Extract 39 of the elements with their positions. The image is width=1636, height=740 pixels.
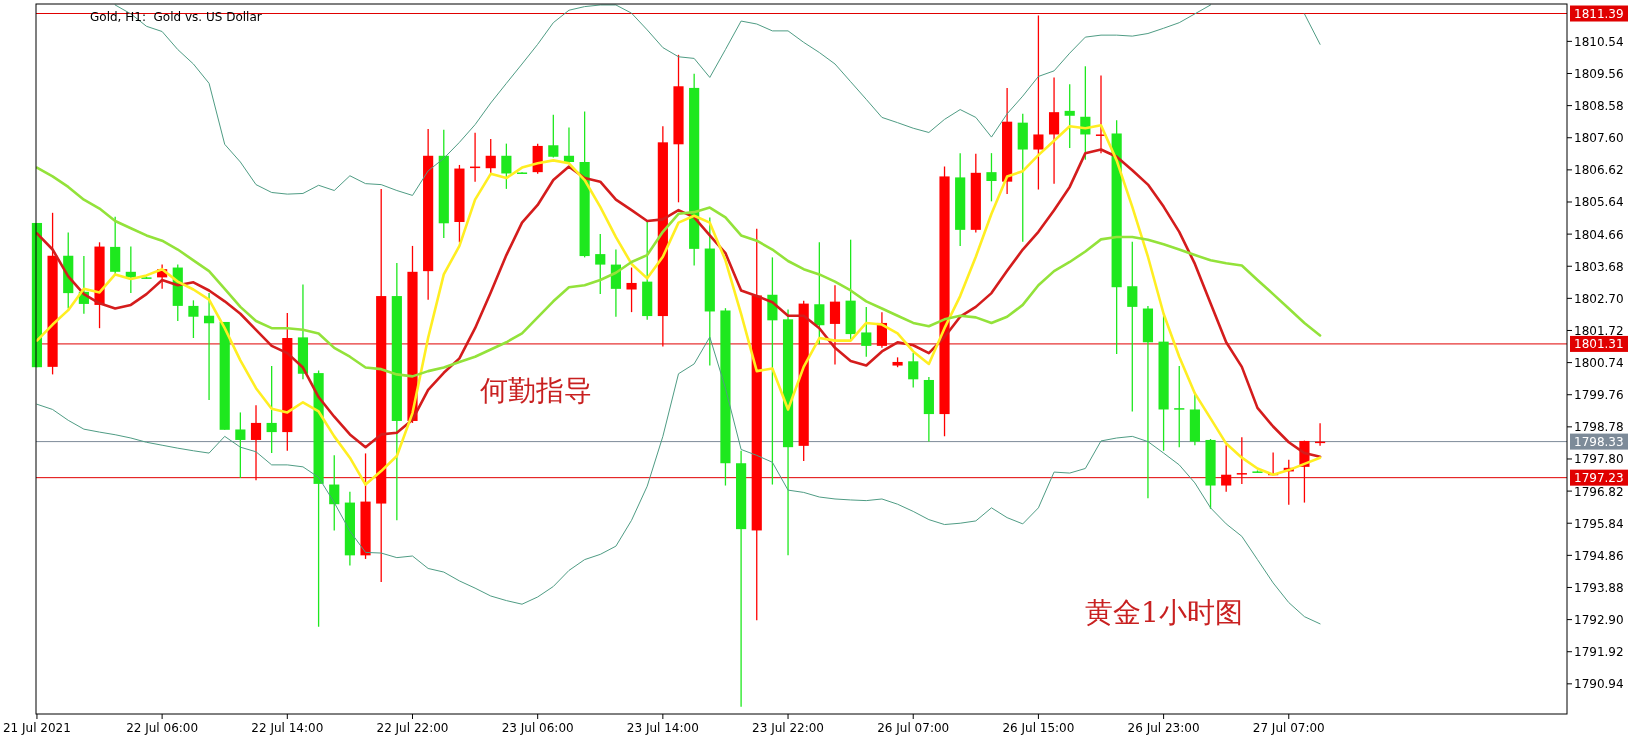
y-tick-label: 1791.92 <box>1574 645 1624 660</box>
x-tick-label: 23 Jul 22:00 <box>752 721 825 735</box>
y-tick-label: 1803.68 <box>1574 259 1624 274</box>
x-tick-label: 27 Jul 07:00 <box>1252 721 1325 735</box>
y-tick-label: 1793.88 <box>1574 580 1624 595</box>
x-tick-label: 23 Jul 14:00 <box>626 721 699 735</box>
y-tick-label: 1798.78 <box>1574 420 1624 435</box>
y-tick-label: 1809.56 <box>1574 66 1624 81</box>
y-tick-label: 1795.84 <box>1574 516 1624 531</box>
ref-line-label: 1797.23 <box>1574 471 1624 486</box>
y-tick-label: 1806.62 <box>1574 163 1624 178</box>
y-tick-label: 1799.76 <box>1574 388 1624 403</box>
x-tick-label: 23 Jul 06:00 <box>501 721 574 735</box>
y-tick-label: 1790.94 <box>1574 677 1624 692</box>
y-tick-label: 1797.80 <box>1574 452 1624 467</box>
y-tick-label: 1800.74 <box>1574 356 1624 371</box>
annotation: 黄金1小时图 <box>1085 596 1243 629</box>
y-tick-label: 1808.58 <box>1574 99 1624 114</box>
y-tick-label: 1810.54 <box>1574 34 1624 49</box>
ref-line-label: 1801.31 <box>1574 337 1624 352</box>
x-tick-label: 22 Jul 06:00 <box>126 721 199 735</box>
y-tick-label: 1792.90 <box>1574 613 1624 628</box>
ref-line-label: 1798.33 <box>1574 435 1624 450</box>
y-tick-label: 1804.66 <box>1574 227 1624 242</box>
x-tick-label: 26 Jul 23:00 <box>1127 721 1200 735</box>
x-tick-label: 26 Jul 15:00 <box>1002 721 1075 735</box>
annotation: 何勤指导 <box>480 374 592 407</box>
y-tick-label: 1801.72 <box>1574 323 1624 338</box>
ref-line-label: 1811.39 <box>1574 7 1624 22</box>
y-tick-label: 1796.82 <box>1574 484 1624 499</box>
y-tick-label: 1794.86 <box>1574 548 1624 563</box>
x-tick-label: 21 Jul 2021 <box>2 721 71 735</box>
x-tick-label: 22 Jul 22:00 <box>376 721 449 735</box>
text: Gold, H1: Gold vs. US Dollar <box>90 10 262 24</box>
x-tick-label: 26 Jul 07:00 <box>877 721 950 735</box>
y-tick-label: 1802.70 <box>1574 291 1624 306</box>
x-tick-label: 22 Jul 14:00 <box>251 721 324 735</box>
y-tick-label: 1805.64 <box>1574 195 1624 210</box>
y-tick-label: 1807.60 <box>1574 131 1624 146</box>
